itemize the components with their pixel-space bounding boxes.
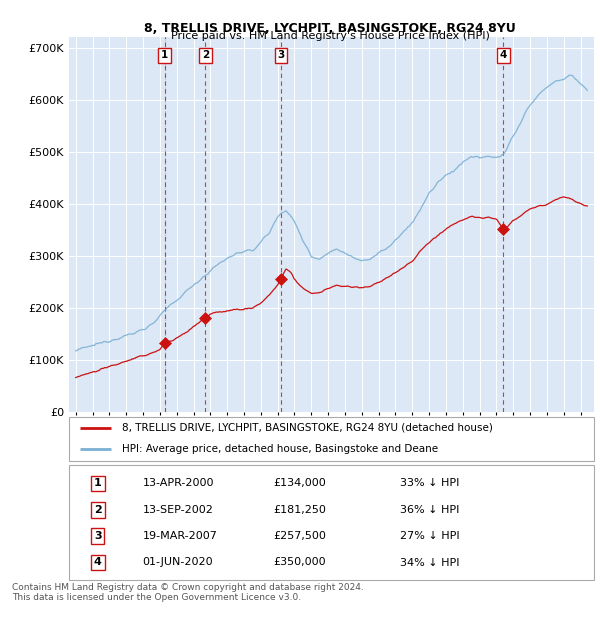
Text: 33% ↓ HPI: 33% ↓ HPI: [400, 479, 459, 489]
Text: 13-APR-2000: 13-APR-2000: [143, 479, 214, 489]
Text: £181,250: £181,250: [274, 505, 326, 515]
Text: 13-SEP-2002: 13-SEP-2002: [143, 505, 214, 515]
Text: Contains HM Land Registry data © Crown copyright and database right 2024.
This d: Contains HM Land Registry data © Crown c…: [12, 583, 364, 602]
Text: £350,000: £350,000: [274, 557, 326, 567]
Text: 3: 3: [278, 50, 285, 60]
Text: Price paid vs. HM Land Registry's House Price Index (HPI): Price paid vs. HM Land Registry's House …: [170, 31, 490, 41]
Text: £134,000: £134,000: [274, 479, 326, 489]
Text: 19-MAR-2007: 19-MAR-2007: [143, 531, 217, 541]
Text: 1: 1: [161, 50, 168, 60]
Text: 8, TRELLIS DRIVE, LYCHPIT, BASINGSTOKE, RG24 8YU: 8, TRELLIS DRIVE, LYCHPIT, BASINGSTOKE, …: [144, 22, 516, 35]
Text: 8, TRELLIS DRIVE, LYCHPIT, BASINGSTOKE, RG24 8YU (detached house): 8, TRELLIS DRIVE, LYCHPIT, BASINGSTOKE, …: [121, 423, 493, 433]
Text: 1: 1: [94, 479, 102, 489]
Text: 2: 2: [202, 50, 209, 60]
Text: 4: 4: [500, 50, 507, 60]
Text: 4: 4: [94, 557, 102, 567]
Text: £257,500: £257,500: [274, 531, 326, 541]
Text: 01-JUN-2020: 01-JUN-2020: [143, 557, 213, 567]
FancyBboxPatch shape: [69, 465, 594, 580]
Text: HPI: Average price, detached house, Basingstoke and Deane: HPI: Average price, detached house, Basi…: [121, 445, 437, 454]
FancyBboxPatch shape: [69, 417, 594, 461]
Text: 2: 2: [94, 505, 102, 515]
Text: 36% ↓ HPI: 36% ↓ HPI: [400, 505, 459, 515]
Text: 27% ↓ HPI: 27% ↓ HPI: [400, 531, 460, 541]
Text: 34% ↓ HPI: 34% ↓ HPI: [400, 557, 459, 567]
Text: 3: 3: [94, 531, 101, 541]
